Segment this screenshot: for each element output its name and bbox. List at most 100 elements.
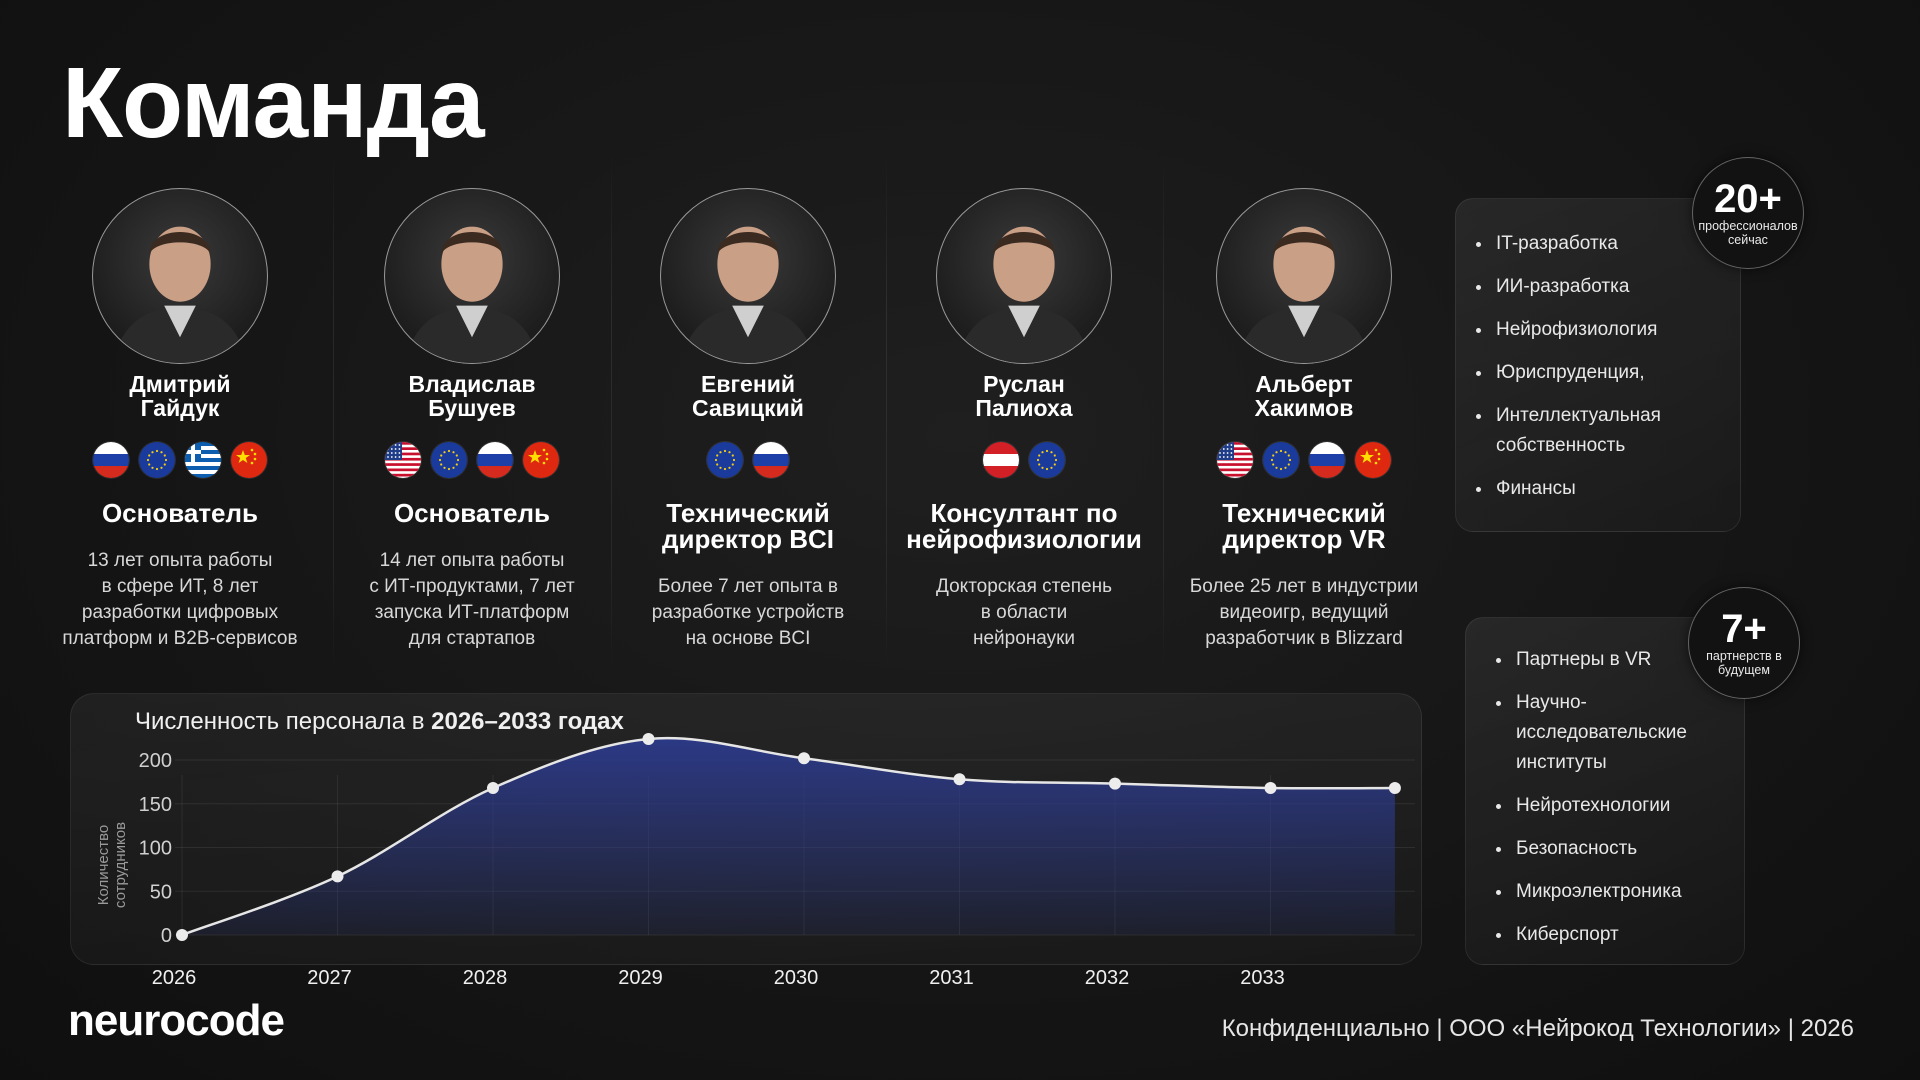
member-description: 14 лет опыта работы с ИТ-продуктами, 7 л… — [369, 550, 575, 649]
list-item: Безопасность — [1494, 834, 1744, 864]
column-divider — [333, 150, 334, 670]
page-title: Команда — [62, 47, 485, 159]
list-item: Нейрофизиология — [1474, 315, 1734, 345]
y-axis-label-line: сотрудников — [112, 822, 129, 908]
y-tick-label: 150 — [139, 794, 172, 816]
list-item: Партнеры в VR — [1494, 645, 1744, 675]
flag-ru-icon — [477, 442, 513, 478]
team-member: Руслан Палиоха Консултант по нейрофизиоло… — [879, 188, 1169, 652]
partners-label: партнерств в будущем — [1706, 649, 1782, 677]
data-point — [176, 929, 188, 941]
flag-ru-icon — [93, 442, 129, 478]
member-name: Руслан Палиоха — [975, 371, 1073, 421]
list-item: Киберспорт — [1494, 920, 1744, 950]
x-tick-label: 2032 — [1085, 967, 1130, 989]
x-tick-label: 2029 — [618, 967, 663, 989]
area-fill — [182, 738, 1395, 935]
flag-us-icon — [385, 442, 421, 478]
professionals-label: профессионалов сейчас — [1698, 219, 1798, 247]
member-role: Основатель — [393, 498, 551, 528]
y-tick-label: 0 — [161, 925, 172, 947]
avatar — [1216, 188, 1392, 364]
x-tick-label: 2027 — [307, 967, 352, 989]
chart-title-years: 2026–2033 годах — [431, 708, 624, 735]
footer-text: Конфиденциально | ООО «Нейрокод Технолог… — [1221, 1015, 1854, 1042]
flag-cn-icon — [523, 442, 559, 478]
x-tick-label: 2033 — [1240, 967, 1285, 989]
team-member: Дмитрий Гайдук Основатель 13 лет опыта раб… — [35, 188, 325, 652]
flag-cn-icon — [231, 442, 267, 478]
flag-gr-icon — [185, 442, 221, 478]
list-item: ИИ-разработка — [1474, 272, 1734, 302]
member-role: Технический директор VR — [1222, 498, 1386, 554]
x-tick-label: 2028 — [463, 967, 508, 989]
professionals-list: IT-разработка ИИ-разработка Нейрофизиологи… — [1474, 229, 1734, 517]
data-point — [487, 782, 499, 794]
flag-us-icon — [1217, 442, 1253, 478]
avatar — [92, 188, 268, 364]
x-tick-label: 2030 — [774, 967, 819, 989]
partners-count: 7+ — [1721, 607, 1767, 651]
team-member: Владислав Бушуев Основатель 14 лет опыта р… — [327, 188, 617, 652]
list-item: Нейротехнологии — [1494, 791, 1744, 821]
member-description: Более 25 лет в индустрии видеоигр, ведущ… — [1189, 576, 1419, 649]
data-point — [1264, 782, 1277, 794]
list-item: Юриспруденция, — [1474, 358, 1734, 388]
neurocode-logo: neurocode — [68, 996, 285, 1045]
member-name: Дмитрий Гайдук — [129, 371, 231, 421]
chart-title-prefix: Численность персонала в — [135, 708, 432, 735]
data-point — [642, 733, 655, 745]
flags-row — [327, 442, 617, 478]
flag-eu-icon — [431, 442, 467, 478]
flag-at-icon — [983, 442, 1019, 478]
flag-cn-icon — [1355, 442, 1391, 478]
flag-eu-icon — [1029, 442, 1065, 478]
data-point — [1388, 782, 1401, 794]
column-divider — [886, 150, 887, 670]
y-tick-label: 50 — [150, 881, 172, 903]
flag-eu-icon — [139, 442, 175, 478]
flag-eu-icon — [707, 442, 743, 478]
avatar — [936, 188, 1112, 364]
team-member: Евгений Савицкий Технический директор BCI… — [603, 188, 893, 652]
data-point — [953, 773, 966, 786]
member-name: Альберт Хакимов — [1254, 371, 1354, 421]
flag-ru-icon — [753, 442, 789, 478]
member-role: Технический директор BCI — [662, 498, 834, 554]
professionals-badge: 20+ профессионалов сейчас — [1692, 157, 1804, 269]
data-point — [1109, 777, 1121, 790]
team-member: Альберт Хакимов Технический директор VR Бо… — [1159, 188, 1449, 652]
partners-badge: 7+ партнерств в будущем — [1688, 587, 1800, 699]
flags-row — [35, 442, 325, 478]
professionals-count: 20+ — [1714, 177, 1782, 221]
member-role: Основатель — [101, 498, 259, 528]
flags-row — [603, 442, 893, 478]
flags-row — [1159, 442, 1449, 478]
y-axis-label-line: Количество — [95, 825, 112, 906]
avatar — [384, 188, 560, 364]
flags-row — [879, 442, 1169, 478]
partners-list: Партнеры в VR Научно- исследовательские и… — [1494, 645, 1744, 963]
column-divider — [611, 150, 612, 670]
member-role: Консултант по нейрофизиологии — [906, 498, 1142, 554]
list-item: IT-разработка — [1474, 229, 1734, 259]
list-item: Микроэлектроника — [1494, 877, 1744, 907]
member-description: Более 7 лет опыта в разработке устройств… — [651, 576, 845, 649]
avatar — [660, 188, 836, 364]
professionals-card: IT-разработка ИИ-разработка Нейрофизиологи… — [1455, 198, 1741, 532]
member-description: Докторская степень в области нейронауки — [936, 576, 1112, 649]
data-point — [798, 752, 810, 765]
member-name: Евгений Савицкий — [692, 371, 804, 421]
list-item: Научно- исследовательские институты — [1494, 688, 1744, 778]
column-divider — [1163, 150, 1164, 670]
x-tick-label: 2026 — [152, 967, 197, 989]
member-description: 13 лет опыта работы в сфере ИТ, 8 лет ра… — [62, 550, 298, 649]
y-tick-label: 100 — [139, 838, 172, 860]
y-tick-label: 200 — [139, 750, 172, 772]
x-tick-label: 2031 — [929, 967, 974, 989]
chart-title: Численность персонала в 2026–2033 годах — [135, 708, 624, 736]
list-item: Интеллектуальная собственность — [1474, 401, 1734, 461]
member-name: Владислав Бушуев — [408, 371, 536, 421]
flag-eu-icon — [1263, 442, 1299, 478]
